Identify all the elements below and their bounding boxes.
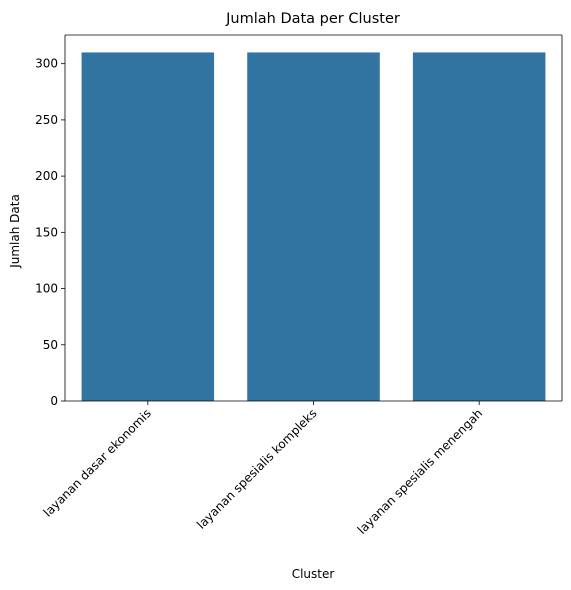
bar-3	[412, 52, 546, 402]
chart-title: Jumlah Data per Cluster	[225, 11, 400, 27]
x-tick-label: layanan spesialis menengah	[355, 406, 486, 537]
y-tick-label: 300	[35, 57, 58, 71]
y-tick-label: 50	[43, 338, 58, 352]
y-tick-label: 250	[35, 113, 58, 127]
x-tick-label: layanan dasar ekonomis	[41, 406, 154, 519]
bar-1	[81, 52, 215, 402]
plot-area: 0 50 100 150 200 250 300 layanan dasar ekonomis…	[35, 34, 563, 537]
y-tick-label: 100	[35, 282, 58, 296]
y-tick-label: 150	[35, 225, 58, 239]
y-tick-label: 200	[35, 169, 58, 183]
x-tick-label: layanan spesialis kompleks	[194, 406, 320, 532]
y-axis-title: Jumlah Data	[8, 194, 22, 269]
y-tick-label: 0	[50, 394, 58, 408]
bar-2	[247, 52, 380, 402]
x-axis-title: Cluster	[292, 567, 335, 581]
